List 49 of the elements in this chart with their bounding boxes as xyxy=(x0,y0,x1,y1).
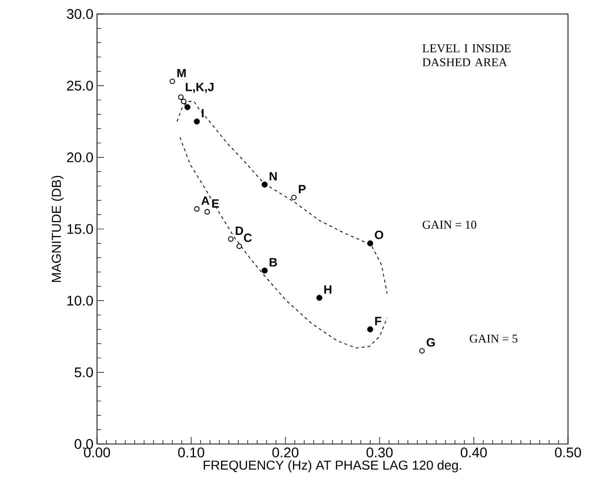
annotation: I xyxy=(202,109,204,118)
point xyxy=(291,194,297,200)
x-tick-label: 0.40 xyxy=(460,448,487,458)
x-tick-label: 0.20 xyxy=(272,448,298,458)
annotation: L,K,J xyxy=(186,82,214,93)
point xyxy=(262,182,268,188)
annotation: G xyxy=(426,338,435,347)
annotation: F xyxy=(375,316,382,326)
x-tick-label: 0.50 xyxy=(554,448,582,458)
y-tick-label: 5.0 xyxy=(74,367,93,378)
point xyxy=(419,348,425,354)
x-tick-label: 0.00 xyxy=(84,448,110,458)
y-tick-label: 20.0 xyxy=(67,152,93,162)
annotation: GAIN = 5 xyxy=(470,334,518,343)
annotation: GAIN = 10 xyxy=(422,220,476,229)
y-tick-label: 30.0 xyxy=(66,9,93,19)
x-tick-label: 0.10 xyxy=(178,448,204,458)
x-tick-label: 0.30 xyxy=(366,448,393,458)
point xyxy=(184,104,190,110)
point xyxy=(228,236,234,242)
point xyxy=(236,243,242,249)
annotation: LEVEL I INSIDE DASHED AREA xyxy=(422,44,511,66)
point xyxy=(262,268,268,274)
annotation: M xyxy=(177,68,186,78)
annotation: A xyxy=(201,196,210,205)
annotation: D xyxy=(236,226,244,235)
annotation: O xyxy=(374,230,384,240)
point xyxy=(178,94,184,100)
point xyxy=(367,326,374,332)
y-axis-title: MAGNITUDE (DB) xyxy=(51,176,64,282)
y-tick-label: 0.0 xyxy=(74,439,93,449)
point xyxy=(367,240,374,246)
point xyxy=(204,209,210,215)
y-tick-label: 10.0 xyxy=(67,296,93,306)
point xyxy=(194,118,200,124)
x-axis-title: FREQUENCY (Hz) AT PHASE LAG 120 deg. xyxy=(204,460,462,472)
annotation: C xyxy=(244,234,252,242)
annotation: E xyxy=(212,199,219,208)
point xyxy=(316,294,322,301)
point xyxy=(180,98,186,104)
point xyxy=(194,206,200,212)
annotation: P xyxy=(298,185,306,194)
point xyxy=(170,78,176,84)
annotation: B xyxy=(270,258,277,266)
annotation: N xyxy=(270,172,277,180)
y-tick-label: 15.0 xyxy=(67,224,93,234)
annotation: H xyxy=(324,285,332,294)
line-series xyxy=(180,136,388,348)
y-tick-label: 25.0 xyxy=(67,80,93,91)
